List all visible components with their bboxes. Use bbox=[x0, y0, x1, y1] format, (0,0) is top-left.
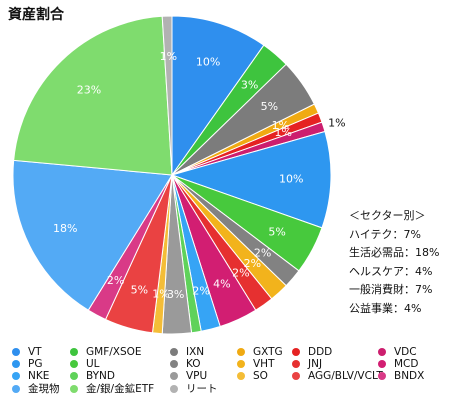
slice-label-3: 1% bbox=[272, 119, 289, 132]
slice-label-6: 10% bbox=[279, 173, 303, 186]
legend-swatch bbox=[70, 360, 78, 368]
legend-swatch bbox=[170, 384, 178, 393]
legend-swatch bbox=[12, 360, 20, 368]
legend-item: AGG/BLV/VCLT bbox=[292, 370, 383, 382]
legend-label: PG bbox=[28, 358, 43, 370]
legend-label: VPU bbox=[186, 370, 208, 382]
legend-item: IXN bbox=[170, 346, 204, 358]
slice-label-2: 5% bbox=[261, 100, 278, 113]
sector-note-line: ヘルスケア：4% bbox=[349, 264, 433, 278]
legend-item: SO bbox=[237, 370, 268, 382]
sector-note-heading: ＜セクター別＞ bbox=[349, 209, 426, 222]
slice-label-5: 1% bbox=[328, 117, 345, 130]
legend-item: DDD bbox=[292, 346, 332, 358]
slice-label-4: 1% bbox=[274, 126, 291, 139]
legend-swatch bbox=[12, 348, 20, 356]
legend-label: GXTG bbox=[253, 346, 283, 358]
legend-swatch bbox=[70, 348, 78, 356]
legend-swatch bbox=[170, 360, 178, 368]
slice-label-15: 1% bbox=[152, 288, 169, 301]
legend-label: AGG/BLV/VCLT bbox=[308, 370, 383, 382]
legend-swatch bbox=[237, 348, 245, 356]
chart-title: 資産割合 bbox=[8, 7, 64, 23]
legend-swatch bbox=[170, 348, 178, 356]
sector-note-line: 公益事業：4% bbox=[349, 301, 422, 315]
legend-item: 金現物 bbox=[12, 381, 60, 396]
legend-item: リート bbox=[170, 381, 218, 396]
slice-label-1: 3% bbox=[241, 78, 258, 91]
legend-label: VDC bbox=[394, 346, 417, 358]
slice-label-8: 2% bbox=[254, 247, 271, 260]
legend-swatch bbox=[378, 372, 386, 380]
slice-label-20: 1% bbox=[160, 50, 177, 63]
legend-swatch bbox=[378, 348, 386, 356]
slice-label-10: 2% bbox=[232, 266, 249, 279]
legend-swatch bbox=[170, 372, 178, 380]
legend-swatch bbox=[292, 348, 300, 356]
slice-label-17: 2% bbox=[107, 274, 124, 287]
legend-item: BNDX bbox=[378, 370, 424, 382]
pie-labels: 10%3%5%1%1%1%10%5%2%2%2%4%2%3%1%5%2%18%2… bbox=[53, 50, 346, 301]
legend-label: KO bbox=[186, 358, 201, 370]
slice-label-9: 2% bbox=[244, 257, 261, 270]
sector-note: ＜セクター別＞ ハイテク：7% 生活必需品：18% ヘルスケア：4% 一般消費財… bbox=[349, 207, 439, 318]
legend-item: BYND bbox=[70, 370, 115, 382]
legend-label: NKE bbox=[28, 370, 50, 382]
pie-slice-20 bbox=[161, 15, 173, 176]
legend-swatch bbox=[292, 372, 300, 380]
legend-swatch bbox=[237, 372, 245, 380]
legend-item: MCD bbox=[378, 358, 418, 370]
legend-label: BYND bbox=[86, 370, 115, 382]
legend-label: MCD bbox=[394, 358, 419, 370]
slice-label-19: 23% bbox=[77, 83, 101, 96]
legend-item: KO bbox=[170, 358, 201, 370]
legend-label: SO bbox=[253, 370, 268, 382]
legend-swatch bbox=[12, 372, 20, 380]
slice-label-14: 3% bbox=[167, 288, 184, 301]
legend-item: PG bbox=[12, 358, 42, 370]
slice-label-7: 5% bbox=[268, 225, 285, 238]
legend-swatch bbox=[12, 384, 20, 393]
legend-item: GMF/XSOE bbox=[70, 346, 142, 358]
legend-label: リート bbox=[186, 383, 218, 395]
pie-slice-18 bbox=[12, 159, 173, 311]
legend-swatch bbox=[378, 360, 386, 368]
legend-label: GMF/XSOE bbox=[86, 346, 142, 358]
legend-item: VPU bbox=[170, 370, 207, 382]
legend-swatch bbox=[292, 360, 300, 368]
legend-label: IXN bbox=[186, 346, 205, 358]
slice-label-18: 18% bbox=[53, 222, 77, 235]
legend-label: 金現物 bbox=[28, 383, 60, 395]
legend-label: UL bbox=[86, 358, 100, 370]
slice-label-11: 4% bbox=[213, 277, 230, 290]
legend-label: VHT bbox=[253, 358, 275, 370]
pie-chart: 10%3%5%1%1%1%10%5%2%2%2%4%2%3%1%5%2%18%2… bbox=[12, 15, 346, 335]
pie-slice-0 bbox=[171, 15, 265, 177]
legend-label: 金/銀/金鉱ETF bbox=[86, 383, 155, 395]
legend-swatch bbox=[237, 360, 245, 368]
legend-label: BNDX bbox=[394, 370, 425, 382]
legend-item: 金/銀/金鉱ETF bbox=[70, 381, 154, 396]
legend-label: DDD bbox=[308, 346, 333, 358]
legend-item: NKE bbox=[12, 370, 49, 382]
legend-swatch bbox=[70, 372, 78, 380]
sector-note-line: ハイテク：7% bbox=[349, 227, 422, 241]
slice-label-12: 2% bbox=[192, 285, 209, 298]
legend-item: GXTG bbox=[237, 346, 283, 358]
legend-item: VT bbox=[12, 346, 42, 358]
legend-item: JNJ bbox=[292, 358, 322, 370]
legend-item: VHT bbox=[237, 358, 275, 370]
legend-item: UL bbox=[70, 358, 100, 370]
pie-slices bbox=[12, 15, 332, 335]
legend-label: JNJ bbox=[308, 358, 323, 370]
legend-label: VT bbox=[28, 346, 42, 358]
slice-label-0: 10% bbox=[196, 55, 220, 68]
pie-slice-6 bbox=[170, 130, 332, 229]
legend-swatch bbox=[70, 384, 78, 393]
sector-note-line: 生活必需品：18% bbox=[349, 246, 440, 259]
slice-label-16: 5% bbox=[131, 284, 148, 297]
sector-note-line: 一般消費財：7% bbox=[349, 283, 433, 296]
pie-slice-19 bbox=[13, 15, 173, 176]
legend-item: VDC bbox=[378, 346, 417, 358]
